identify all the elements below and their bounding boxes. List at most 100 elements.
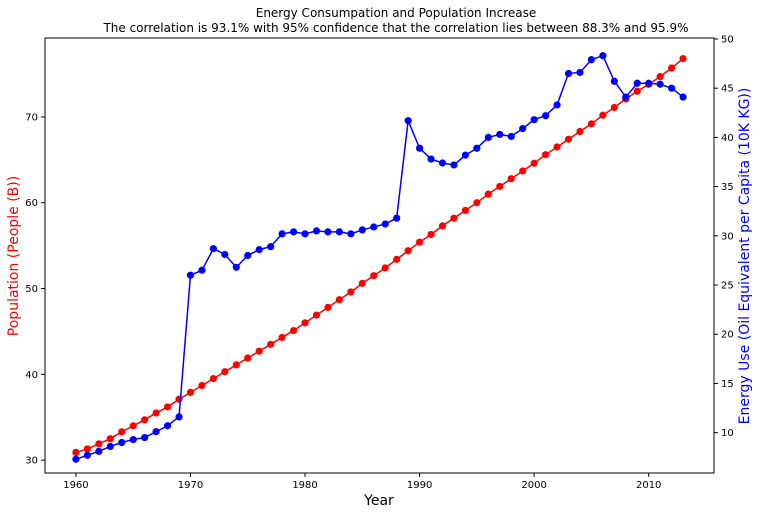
data-point <box>141 433 149 442</box>
y-axis-left-ticks: 30 40 50 60 70 <box>25 112 45 467</box>
data-point <box>95 447 103 455</box>
data-point <box>209 245 217 253</box>
data-point <box>198 381 206 390</box>
series-population <box>72 54 687 457</box>
data-point <box>106 442 114 451</box>
data-point <box>599 52 607 60</box>
data-point <box>599 111 607 119</box>
y-right-tick-label: 30 <box>721 231 734 242</box>
data-point <box>312 227 321 235</box>
data-point <box>129 435 137 444</box>
data-point <box>530 116 538 124</box>
data-point <box>358 279 366 287</box>
data-point <box>152 409 160 417</box>
y-right-tick-label: 35 <box>721 182 734 193</box>
data-point <box>645 79 653 87</box>
x-tick-label: 1960 <box>63 480 88 491</box>
data-point <box>278 230 286 238</box>
data-point <box>576 68 584 77</box>
y-left-tick-label: 60 <box>25 198 38 209</box>
data-point <box>484 190 492 198</box>
data-point <box>244 354 252 362</box>
data-point <box>450 161 458 169</box>
data-point <box>335 228 344 236</box>
data-point <box>163 422 172 430</box>
data-point <box>198 266 206 274</box>
data-point <box>450 214 458 222</box>
data-point <box>232 263 240 271</box>
data-point <box>255 347 263 355</box>
data-point <box>507 132 515 141</box>
data-point <box>278 333 286 342</box>
data-point <box>519 124 527 133</box>
data-point <box>370 272 378 280</box>
data-point <box>473 144 481 152</box>
y-left-tick-label: 40 <box>25 370 38 381</box>
data-point <box>668 84 676 92</box>
data-point <box>564 135 573 143</box>
data-point <box>633 79 641 87</box>
data-point <box>358 226 366 234</box>
data-point <box>461 151 470 159</box>
data-point <box>186 271 195 279</box>
data-point <box>404 247 412 255</box>
data-point <box>427 230 435 239</box>
data-point <box>83 451 91 459</box>
x-tick-label: 2010 <box>636 480 661 491</box>
y-axis-right-ticks: 10 15 20 25 30 35 40 45 50 <box>714 34 734 439</box>
data-point <box>393 255 401 263</box>
x-tick-label: 1970 <box>178 480 203 491</box>
data-point <box>95 440 103 448</box>
x-axis-label: Year <box>363 493 394 509</box>
data-point <box>438 222 447 230</box>
data-point <box>106 435 114 443</box>
y-right-tick-label: 50 <box>721 34 734 45</box>
data-point <box>209 375 217 383</box>
data-point <box>312 311 321 319</box>
data-point <box>461 206 470 215</box>
data-point <box>324 303 332 312</box>
y-axis-left-label: Population (People (B)) <box>6 176 22 336</box>
data-point <box>232 361 240 369</box>
data-point <box>587 56 596 64</box>
data-point <box>324 228 332 236</box>
data-point <box>370 223 378 231</box>
data-point <box>507 175 515 183</box>
data-point <box>415 144 424 152</box>
plot-area <box>72 52 687 463</box>
x-tick-label: 2000 <box>521 480 546 491</box>
data-point <box>415 238 424 246</box>
data-point <box>622 93 630 101</box>
data-point <box>564 69 573 78</box>
y-right-tick-label: 45 <box>721 84 734 95</box>
data-point <box>347 230 355 238</box>
y-right-tick-label: 20 <box>721 330 734 341</box>
data-point <box>267 243 275 251</box>
data-point <box>496 130 504 139</box>
data-point <box>393 214 401 222</box>
y-right-tick-label: 10 <box>721 428 734 439</box>
y-axis-right-label: Energy Use (Oil Equivalent per Capita (1… <box>737 88 753 425</box>
series-line <box>75 54 684 460</box>
data-point <box>141 416 149 424</box>
data-point <box>610 77 618 85</box>
data-point <box>221 250 229 259</box>
data-point <box>255 245 263 254</box>
data-point <box>381 264 389 272</box>
data-point <box>656 80 664 88</box>
data-point <box>72 448 80 457</box>
data-point <box>668 64 676 72</box>
data-point <box>221 368 229 376</box>
data-point <box>496 182 504 191</box>
data-point <box>118 428 126 436</box>
x-axis-ticks: 1960 1970 1980 1990 2000 2010 <box>63 473 661 491</box>
data-point <box>519 167 527 175</box>
data-point <box>175 395 183 403</box>
data-point <box>404 117 412 125</box>
series-energy-use <box>72 52 687 463</box>
data-point <box>530 159 538 167</box>
data-point <box>335 296 344 304</box>
data-point <box>289 326 298 335</box>
data-point <box>129 422 137 430</box>
